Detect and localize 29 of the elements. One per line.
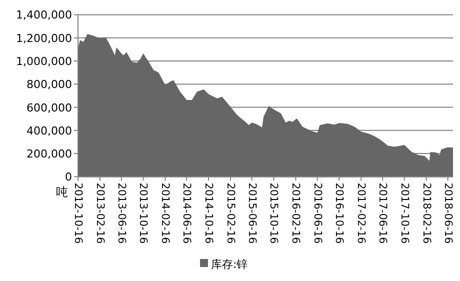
x-tick-label: 2013-06-16 xyxy=(115,182,128,244)
x-tick-label: 2017-10-16 xyxy=(398,182,410,244)
y-tick-label: 200,000 xyxy=(26,148,72,161)
y-tick-label: 1,200,000 xyxy=(16,32,72,45)
x-tick-label: 2016-02-16 xyxy=(290,182,302,244)
x-tick-label: 2018-06-16 xyxy=(442,182,454,244)
x-tick-label: 2012-10-16 xyxy=(72,182,84,244)
x-tick-label: 2017-02-16 xyxy=(355,182,368,244)
x-tick-label: 2014-10-16 xyxy=(202,182,214,244)
y-tick-label: 600,000 xyxy=(26,101,72,114)
legend-label: 库存:锌 xyxy=(211,258,248,271)
x-tick-label: 2014-06-16 xyxy=(180,182,193,244)
x-tick-label: 2013-10-16 xyxy=(137,182,150,244)
y-tick-label: 1,000,000 xyxy=(16,54,72,68)
x-tick-label: 2016-06-16 xyxy=(311,182,324,244)
x-tick-label: 2015-02-16 xyxy=(224,182,236,244)
y-axis-title: 吨 xyxy=(56,185,68,199)
y-tick-label: 400,000 xyxy=(26,124,72,138)
x-tick-label: 2014-02-16 xyxy=(159,182,172,244)
y-tick-label: 1,400,000 xyxy=(16,8,72,22)
legend: 库存:锌 xyxy=(200,258,248,271)
x-tick-label: 2017-06-16 xyxy=(376,182,389,244)
x-tick-label: 2016-10-16 xyxy=(333,182,346,244)
x-tick-label: 2013-02-16 xyxy=(94,182,106,244)
x-tick-label: 2015-06-16 xyxy=(246,182,258,244)
y-tick-label: 800,000 xyxy=(26,78,72,92)
x-tick-label: 2015-10-16 xyxy=(268,182,280,244)
x-tick-label: 2018-02-16 xyxy=(420,182,432,244)
y-tick-label: 0 xyxy=(65,170,72,184)
